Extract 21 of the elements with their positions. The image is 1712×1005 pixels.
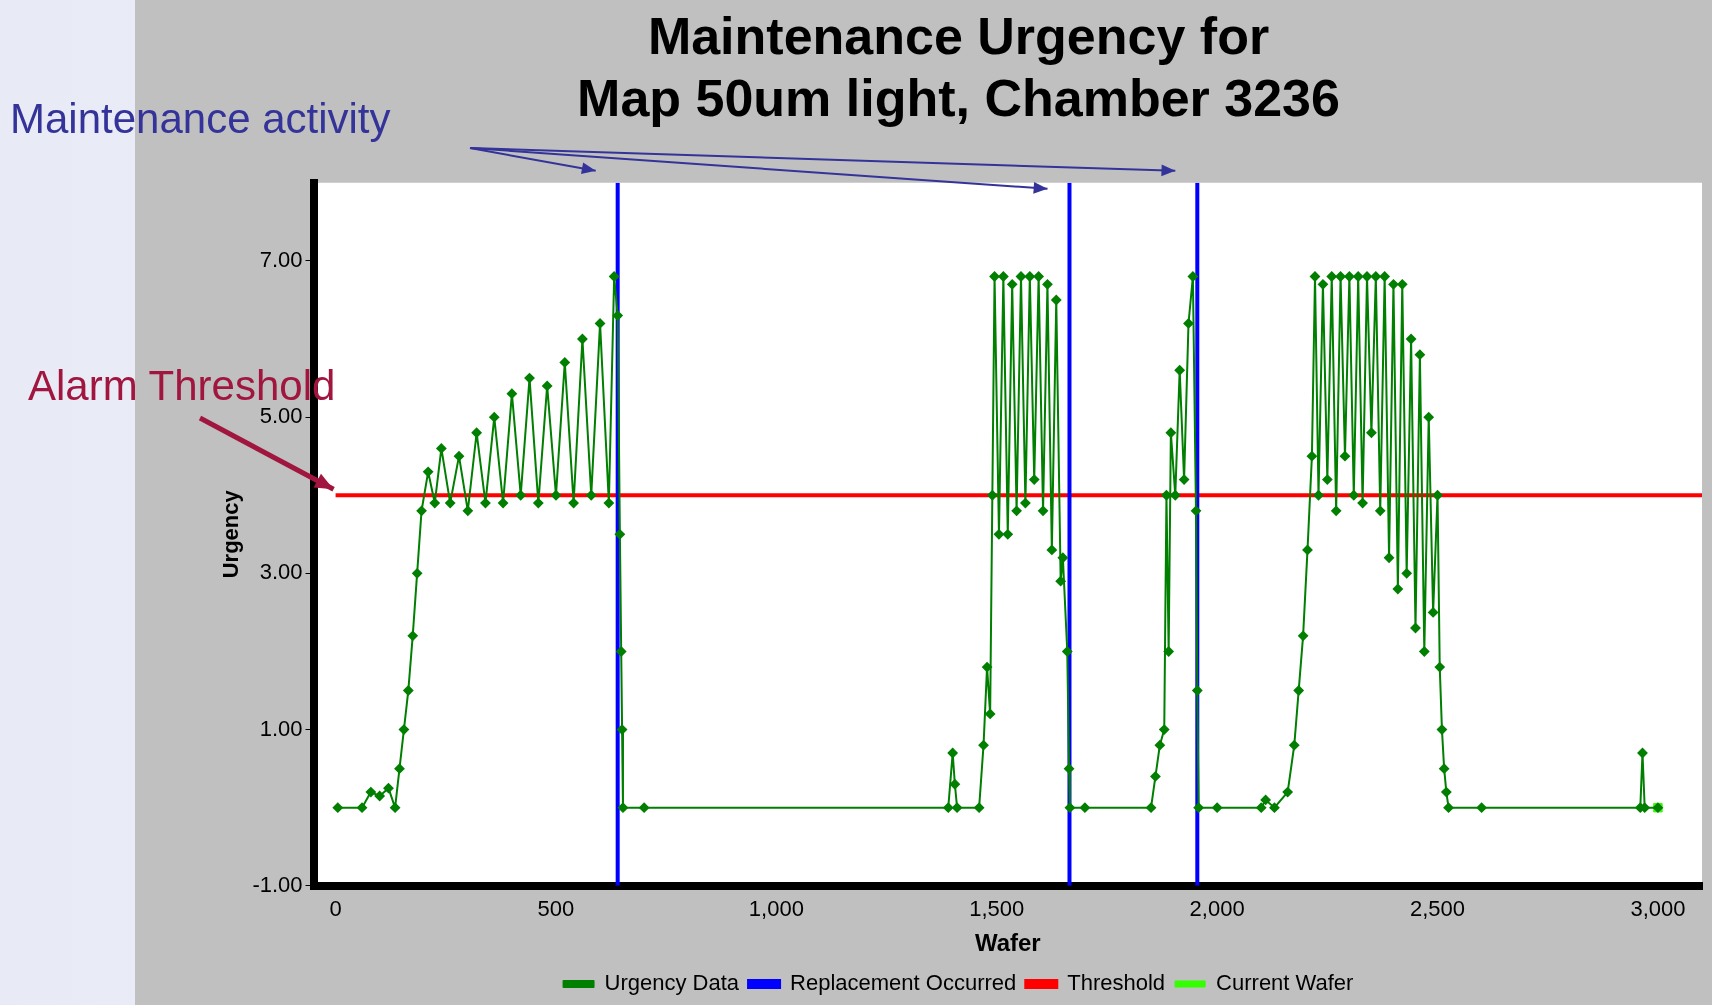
text: Maintenance Urgency for (647, 6, 1270, 65)
x-tick-label: 2,500 (1410, 896, 1466, 922)
legend-label: Urgency Data (604, 970, 740, 996)
text: Maintenance activity (10, 95, 391, 143)
x-tick-label: 500 (537, 896, 575, 922)
y-tick-label: 3.00 (259, 559, 303, 585)
x-tick-label: 2,000 (1189, 896, 1245, 922)
x-axis-title: Wafer (974, 929, 1041, 957)
x-tick-label: 3,000 (1630, 896, 1686, 922)
legend-label: Threshold (1067, 970, 1166, 996)
legend-label: Current Wafer (1216, 970, 1354, 996)
y-tick-label: 5.00 (259, 403, 303, 429)
x-tick-label: 1,000 (748, 896, 804, 922)
y-tick-label: 1.00 (259, 715, 303, 741)
x-tick-label: 0 (329, 896, 342, 922)
y-tick-label: -1.00 (252, 871, 303, 897)
y-axis-title: Urgency (218, 489, 244, 579)
legend-label: Replacement Occurred (790, 970, 1017, 996)
text: Map 50um light, Chamber 3236 (577, 68, 1340, 127)
x-tick-label: 1,500 (969, 896, 1025, 922)
y-tick-label: 7.00 (259, 246, 303, 272)
